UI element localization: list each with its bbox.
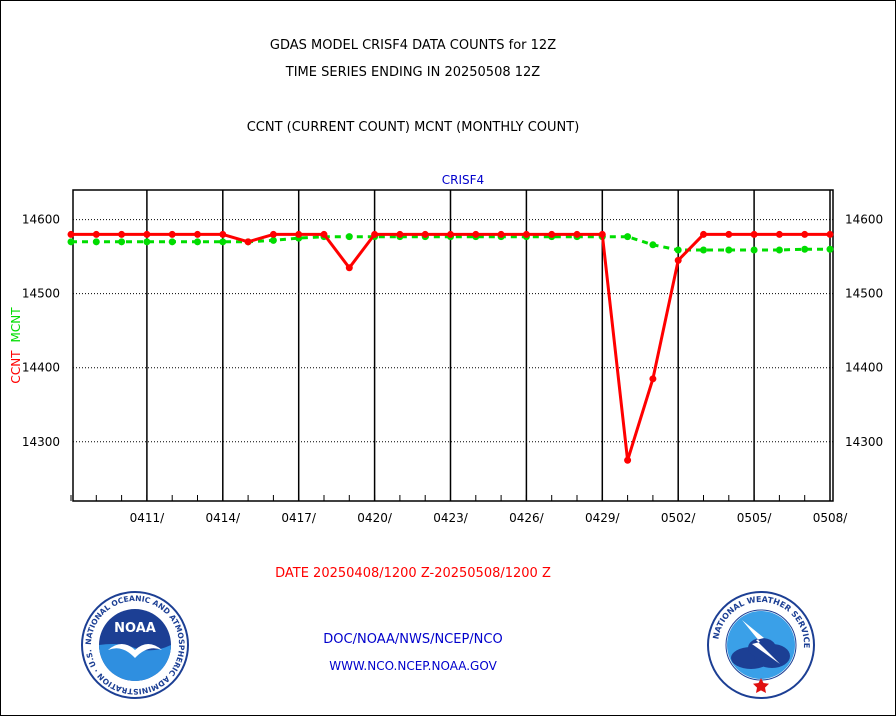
nws-logo: NATIONAL WEATHER SERVICE (707, 591, 815, 699)
data-point-ccnt (244, 238, 252, 246)
data-point-ccnt (700, 230, 707, 238)
chart-title-line2: TIME SERIES ENDING IN 20250508 12Z (285, 65, 541, 80)
data-point-mcnt (775, 246, 783, 254)
data-point-ccnt (194, 230, 201, 238)
data-point-mcnt (801, 245, 809, 253)
data-point-ccnt (269, 230, 277, 238)
y-tick-label-right: 14600 (845, 213, 883, 227)
date-range-label: DATE 20250408/1200 Z-20250508/1200 Z (275, 566, 551, 581)
data-point-ccnt (750, 230, 758, 238)
chart-title-line1: GDAS MODEL CRISF4 DATA COUNTS for 12Z (269, 38, 557, 53)
data-point-ccnt (320, 230, 328, 238)
x-tick-label: 0505/ (737, 511, 773, 525)
data-point-ccnt (472, 230, 480, 238)
data-point-ccnt (447, 230, 454, 238)
x-tick-label: 0429/ (585, 511, 621, 525)
x-tick-label: 0502/ (661, 511, 697, 525)
x-tick-label: 0508/ (813, 511, 849, 525)
data-point-ccnt (725, 230, 733, 238)
data-point-mcnt (92, 238, 100, 246)
data-point-ccnt (219, 230, 227, 238)
noaa-logo: NATIONAL OCEANIC AND ATMOSPHERIC ADMINIS… (80, 590, 189, 699)
data-point-mcnt (194, 238, 201, 246)
data-point-ccnt (295, 230, 303, 238)
y-tick-label-left: 14400 (22, 361, 60, 375)
data-point-mcnt (143, 238, 151, 246)
x-tick-label: 0417/ (281, 511, 317, 525)
data-point-mcnt (624, 233, 632, 241)
noaa-logo-text: NOAA (114, 621, 156, 636)
y-tick-label-right: 14500 (845, 287, 883, 301)
data-point-ccnt (92, 230, 100, 238)
data-point-ccnt (396, 230, 404, 238)
data-point-ccnt (674, 256, 682, 264)
data-point-ccnt (522, 230, 530, 238)
data-point-mcnt (750, 246, 758, 254)
plot-area (72, 189, 834, 502)
data-point-mcnt (725, 246, 733, 254)
data-point-ccnt (801, 230, 809, 238)
data-point-ccnt (67, 230, 75, 238)
data-point-mcnt (219, 238, 227, 246)
data-point-ccnt (143, 230, 151, 238)
x-tick-label: 0426/ (509, 511, 545, 525)
data-point-ccnt (775, 230, 783, 238)
data-point-mcnt (168, 238, 176, 246)
org-path-link[interactable]: DOC/NOAA/NWS/NCEP/NCO (323, 632, 503, 647)
website-link[interactable]: WWW.NCO.NCEP.NOAA.GOV (329, 659, 497, 673)
data-point-mcnt (649, 241, 657, 249)
data-point-mcnt (118, 238, 126, 246)
data-point-ccnt (826, 230, 834, 238)
data-point-ccnt (573, 230, 581, 238)
chart-subtitle: CCNT (CURRENT COUNT) MCNT (MONTHLY COUNT… (246, 120, 580, 135)
plot-title: CRISF4 (442, 173, 484, 187)
data-point-mcnt (67, 238, 75, 246)
data-point-ccnt (598, 230, 606, 238)
data-point-mcnt (674, 246, 682, 254)
data-point-ccnt (118, 230, 126, 238)
y-axis-label: CCNT MCNT (9, 307, 23, 384)
data-point-ccnt (497, 230, 505, 238)
y-axis-label-mcnt: MCNT (9, 307, 23, 343)
data-point-mcnt (345, 233, 353, 241)
data-point-ccnt (345, 264, 353, 272)
data-point-ccnt (548, 230, 556, 238)
x-tick-label: 0423/ (433, 511, 469, 525)
y-tick-label-left: 14500 (22, 287, 60, 301)
data-point-ccnt (649, 375, 657, 383)
y-tick-label-right: 14300 (845, 435, 883, 449)
data-point-mcnt (700, 246, 707, 254)
y-tick-label-right: 14400 (845, 361, 883, 375)
data-point-ccnt (168, 230, 176, 238)
x-tick-label: 0420/ (357, 511, 393, 525)
y-axis-label-ccnt: CCNT (9, 350, 23, 384)
data-point-ccnt (624, 456, 632, 464)
x-tick-label: 0414/ (206, 511, 242, 525)
data-point-ccnt (421, 230, 429, 238)
data-point-ccnt (371, 230, 379, 238)
x-tick-label: 0411/ (130, 511, 166, 525)
y-tick-label-left: 14600 (22, 213, 60, 227)
data-point-mcnt (269, 236, 277, 244)
data-point-mcnt (826, 245, 834, 253)
y-tick-label-left: 14300 (22, 435, 60, 449)
